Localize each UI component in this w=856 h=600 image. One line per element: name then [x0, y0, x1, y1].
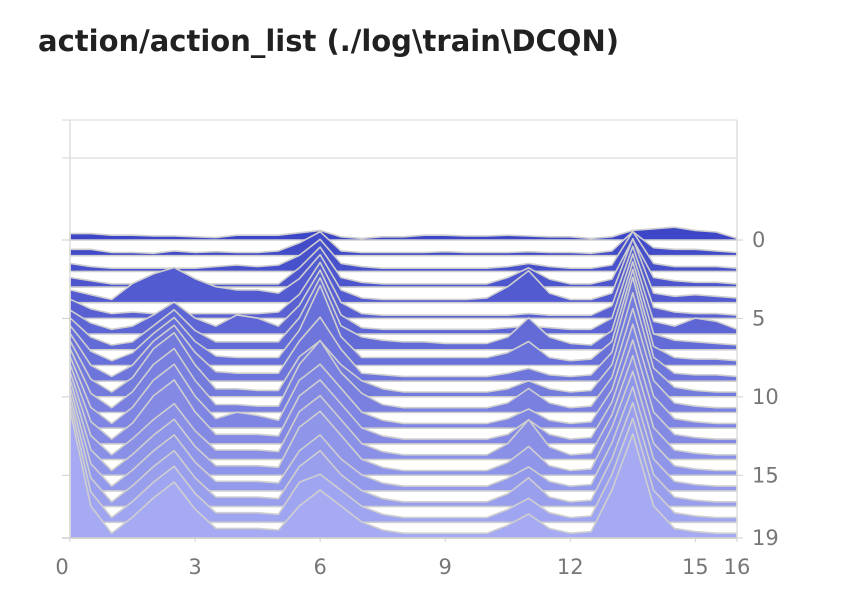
x-tick-label: 0 [55, 555, 68, 579]
ridge-step-16 [69, 386, 738, 492]
ridge-step-18 [69, 401, 738, 524]
axis-lines [62, 120, 738, 539]
y-tick-label: 0 [752, 228, 765, 252]
x-tick-label: 16 [724, 555, 751, 579]
ridge-step-19 [69, 409, 738, 539]
chart-title: action/action_list (./log\train\DCQN) [38, 24, 619, 58]
ridge-step-17 [69, 393, 738, 508]
y-tick-label: 15 [752, 463, 779, 487]
x-tick-label: 6 [313, 555, 326, 579]
ridge-step-7 [69, 261, 738, 351]
ridge-step-8 [69, 268, 738, 367]
x-axis-ticks: 0 3 6 9 12 15 16 [55, 538, 750, 579]
x-tick-label: 15 [682, 555, 709, 579]
grid-lines [62, 119, 737, 159]
x-tick-label: 9 [439, 555, 452, 579]
x-tick-label: 12 [557, 555, 584, 579]
ridge-step-6 [69, 253, 738, 335]
ridge-series [69, 226, 738, 539]
y-tick-label: 5 [752, 306, 765, 330]
ridge-step-1 [69, 230, 738, 257]
ridge-step-15 [69, 370, 738, 477]
y-tick-label: 19 [752, 526, 779, 550]
y-tick-label: 10 [752, 385, 779, 409]
ridge-step-14 [69, 354, 738, 461]
ridge-step-0 [69, 226, 738, 241]
x-tick-label: 3 [188, 555, 201, 579]
ridge-step-4 [69, 237, 738, 304]
ridge-step-13 [69, 339, 738, 445]
y-axis-ticks: 0 5 10 15 19 [62, 228, 779, 550]
